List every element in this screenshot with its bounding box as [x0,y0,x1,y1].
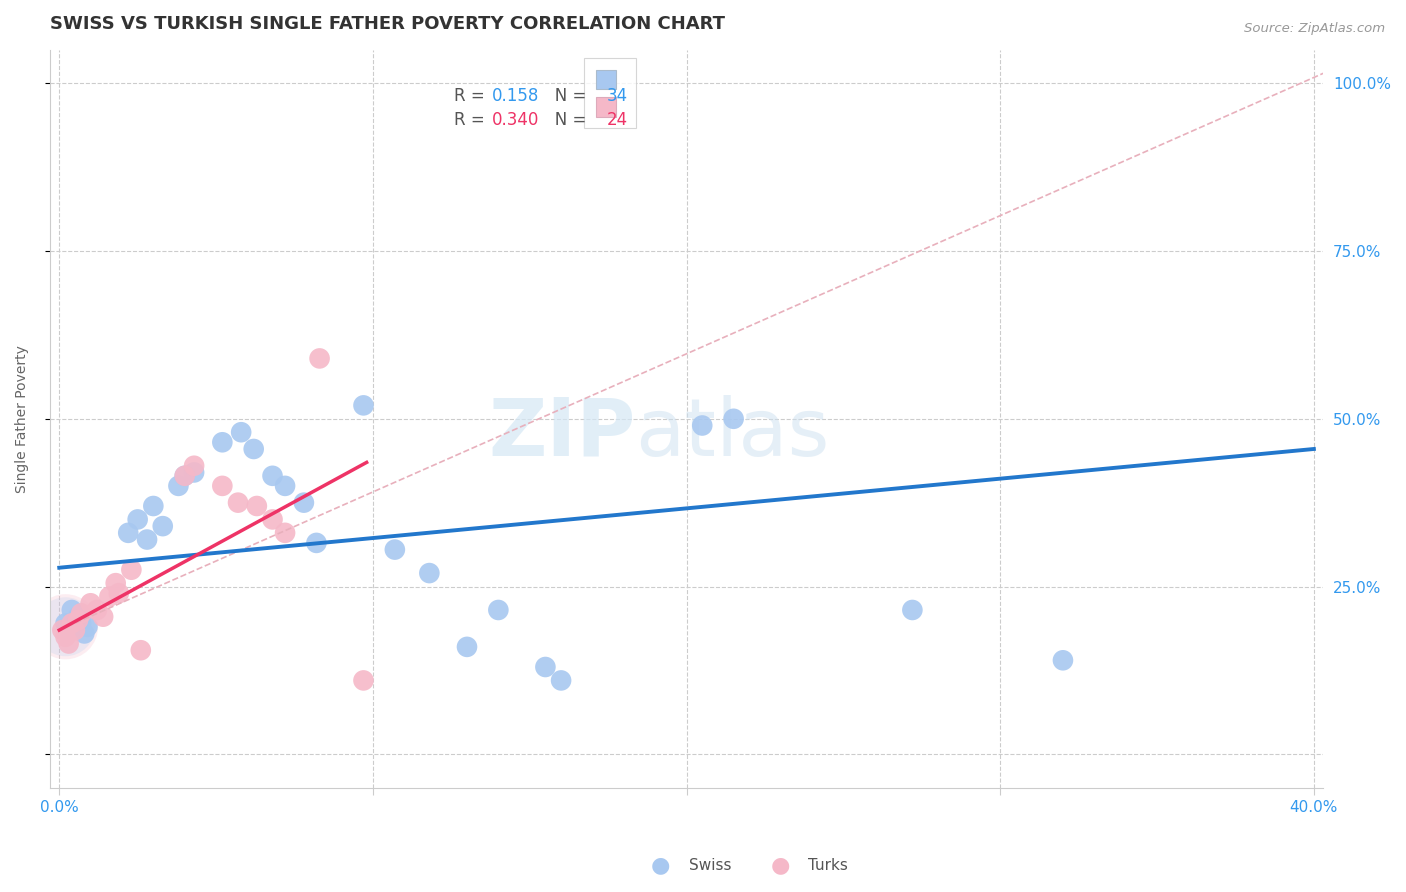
Point [226,496,249,510]
Text: 34: 34 [606,87,627,104]
Point [274,479,297,493]
Text: 0.158: 0.158 [492,87,538,104]
Point [308,351,330,366]
Point [60,616,83,631]
Point [550,673,572,688]
Point [98,590,121,604]
Point [63,623,86,637]
Point [58,623,80,637]
Point [384,542,406,557]
Point [292,496,315,510]
Point [456,640,478,654]
Point [51,623,73,637]
Point [901,603,924,617]
Point [305,536,328,550]
Text: Swiss: Swiss [689,858,731,872]
Point [353,398,375,412]
Point [173,468,195,483]
Point [231,425,253,440]
Point [55,616,77,631]
Point [242,442,264,456]
Point [91,609,114,624]
Point [120,563,142,577]
Text: ●: ● [651,855,671,875]
Point [67,609,90,624]
Point [142,499,165,513]
Point [79,596,101,610]
Text: Turks: Turks [808,858,848,872]
Point [167,479,190,493]
Point [76,620,98,634]
Point [63,620,86,634]
Point [73,626,96,640]
Point [129,643,152,657]
Text: Source: ZipAtlas.com: Source: ZipAtlas.com [1244,22,1385,36]
Point [67,613,90,627]
Point [246,499,269,513]
Point [418,566,440,580]
Text: N =: N = [540,111,592,129]
Point [86,603,108,617]
Point [117,525,139,540]
Point [723,411,745,425]
Point [70,607,93,621]
Point [60,603,83,617]
Point [55,620,77,634]
Text: R =: R = [454,111,489,129]
Text: ●: ● [770,855,790,875]
Point [274,525,297,540]
Point [58,636,80,650]
Point [183,466,205,480]
Point [534,660,557,674]
Point [486,603,509,617]
Point [211,435,233,450]
Point [1052,653,1074,667]
Y-axis label: Single Father Poverty: Single Father Poverty [15,345,30,492]
Text: N =: N = [540,87,592,104]
Point [108,586,131,600]
Legend: , : , [585,58,636,128]
Point [127,512,149,526]
Point [70,616,93,631]
Point [55,630,77,644]
Point [136,533,159,547]
Point [262,468,284,483]
Point [211,479,233,493]
Text: SWISS VS TURKISH SINGLE FATHER POVERTY CORRELATION CHART: SWISS VS TURKISH SINGLE FATHER POVERTY C… [49,15,725,33]
Point [690,418,713,433]
Point [262,512,284,526]
Point [55,620,77,634]
Point [353,673,375,688]
Text: atlas: atlas [636,394,830,473]
Point [104,576,127,591]
Text: 0.340: 0.340 [492,111,538,129]
Point [173,468,195,483]
Text: ZIP: ZIP [488,394,636,473]
Point [152,519,174,533]
Point [183,458,205,473]
Text: R =: R = [454,87,489,104]
Text: 24: 24 [606,111,627,129]
